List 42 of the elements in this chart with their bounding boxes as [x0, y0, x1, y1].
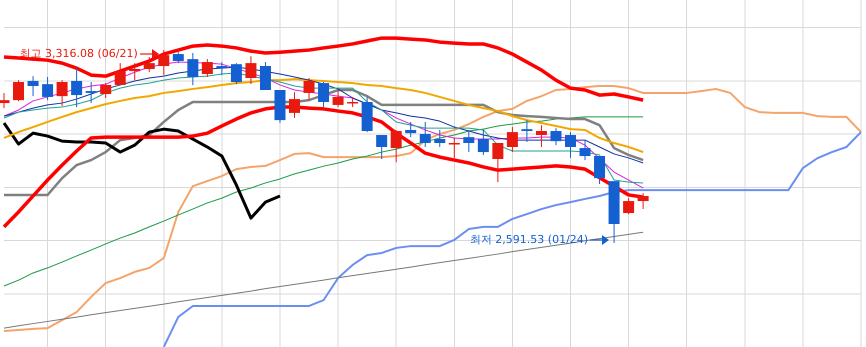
- candlestick: [100, 82, 112, 98]
- candlestick: [420, 121, 431, 148]
- candlestick: [42, 76, 54, 101]
- candlestick: [550, 128, 562, 146]
- candlestick: [13, 80, 24, 102]
- candlestick: [332, 90, 344, 108]
- candlestick: [172, 52, 184, 64]
- candlestick: [304, 78, 315, 101]
- candlestick: [347, 96, 358, 108]
- candlestick: [216, 62, 228, 76]
- candlestick: [390, 129, 402, 163]
- candlestick: [405, 121, 416, 138]
- candlestick: [56, 80, 68, 106]
- candlestick: [492, 142, 504, 183]
- candlestick: [521, 120, 532, 142]
- annotation: 최저 2,591.53 (01/24): [470, 232, 588, 246]
- candlestick: [86, 82, 97, 104]
- candlestick: [129, 62, 140, 81]
- candlestick: [28, 76, 39, 97]
- candlestick: [506, 126, 518, 153]
- candlestick: [594, 156, 606, 185]
- candlestick: [536, 124, 547, 148]
- annotation: 최고 3,316.08 (06/21): [20, 46, 138, 60]
- candlestick: [434, 129, 446, 148]
- candlestick: [463, 129, 474, 153]
- candlestick: [289, 92, 300, 118]
- candlestick: [564, 132, 576, 158]
- candlestick: [144, 56, 155, 73]
- candlestick: [580, 140, 591, 161]
- candlestick: [448, 137, 460, 158]
- candlestick: [187, 52, 198, 86]
- candlestick: [245, 56, 256, 85]
- candlestick: [260, 62, 271, 91]
- candlestick: [71, 68, 82, 108]
- candlestick: [376, 134, 388, 160]
- candlestick: [114, 62, 126, 86]
- candlestick: [202, 58, 213, 78]
- candlestick: [478, 129, 489, 156]
- candlestick: [318, 82, 330, 108]
- candlestick: [623, 198, 634, 215]
- candlestick: [230, 62, 242, 85]
- candlestick: [638, 192, 649, 210]
